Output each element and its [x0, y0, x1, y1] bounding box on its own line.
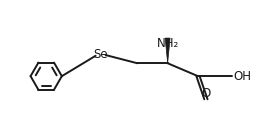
Text: NH₂: NH₂: [157, 37, 179, 50]
Text: Se: Se: [93, 48, 108, 61]
Polygon shape: [165, 38, 170, 63]
Text: O: O: [201, 87, 211, 100]
Text: OH: OH: [234, 70, 252, 83]
